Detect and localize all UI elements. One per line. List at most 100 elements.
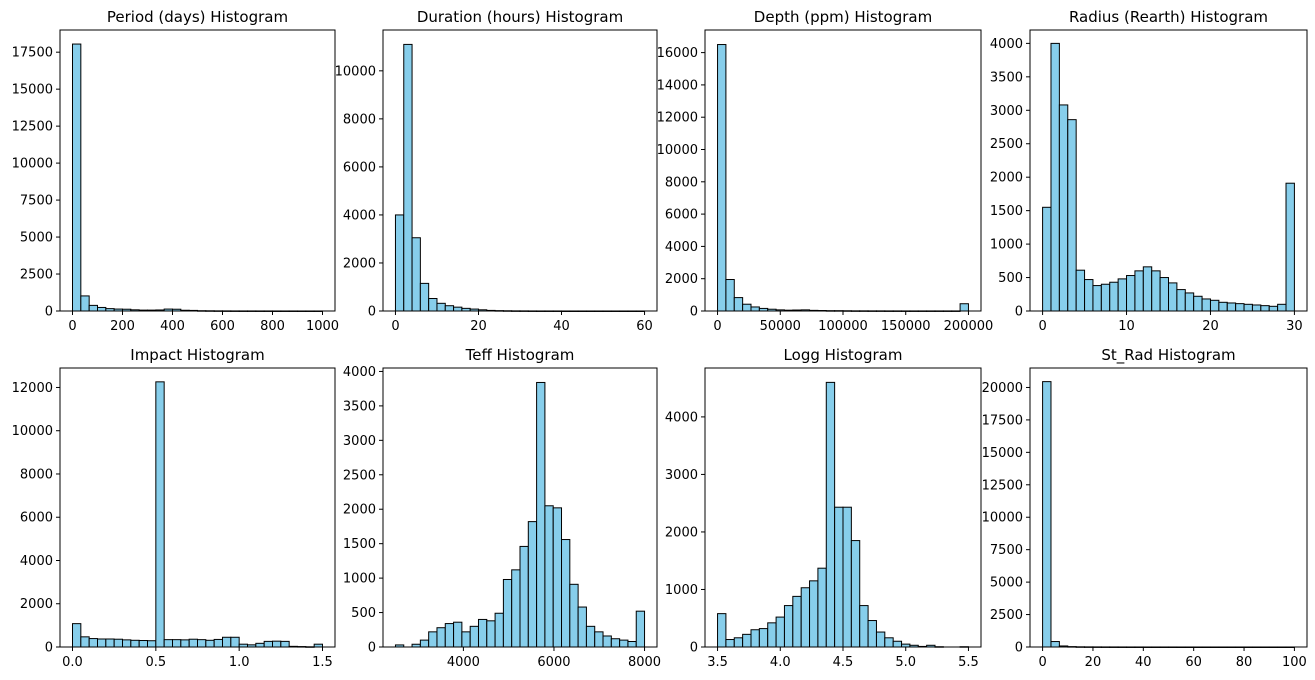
histogram-bar	[411, 237, 421, 312]
histogram-bar	[80, 295, 90, 312]
histogram-bar	[1184, 292, 1195, 312]
x-tick-label: 6000	[537, 655, 570, 670]
x-tick-label: 30	[1286, 319, 1303, 334]
histogram-bar	[222, 636, 232, 648]
x-tick-label: 5.0	[895, 655, 916, 670]
panel-title: Impact Histogram	[130, 346, 264, 364]
panel-title: Logg Histogram	[784, 346, 903, 364]
histogram-bar	[536, 381, 546, 648]
histogram-bar	[213, 638, 224, 648]
y-tick-label: 2500	[990, 608, 1023, 623]
y-tick-label: 6000	[343, 160, 376, 175]
histogram-panel-5: Impact Histogram 0.0 0.5 1.0 1.5 0 2000 4000 600…	[12, 346, 336, 670]
histogram-bar	[1042, 206, 1052, 312]
y-tick-label: 15000	[12, 83, 53, 98]
y-tick-label: 1500	[343, 537, 376, 552]
y-tick-label: 2000	[990, 171, 1023, 186]
histogram-bar	[800, 587, 811, 648]
y-tick-label: 12500	[12, 120, 53, 135]
histogram-bar	[1285, 182, 1295, 312]
histogram-bar	[959, 303, 969, 312]
histogram-bar	[138, 640, 149, 648]
histogram-bar	[511, 569, 521, 648]
panel-title: Period (days) Histogram	[107, 8, 288, 26]
histogram-bar	[717, 613, 727, 648]
x-tick-label: 100000	[818, 319, 868, 334]
histogram-bar	[733, 297, 744, 312]
y-tick-label: 0	[690, 641, 698, 656]
histogram-bar	[1243, 303, 1253, 312]
y-tick-label: 12000	[12, 381, 53, 396]
x-tick-label: 1.0	[229, 655, 250, 670]
histogram-bar	[147, 640, 157, 648]
histogram-bar	[1142, 266, 1153, 312]
histogram-bar	[850, 540, 861, 648]
y-tick-label: 2000	[665, 272, 698, 287]
histogram-bar	[428, 298, 438, 312]
y-tick-label: 0	[45, 305, 53, 320]
axes-frame	[1029, 29, 1308, 312]
histogram-bar	[255, 642, 265, 648]
histogram-bar	[817, 567, 827, 648]
y-tick-label: 4000	[343, 208, 376, 223]
y-tick-label: 10000	[335, 64, 376, 79]
y-tick-label: 10000	[12, 157, 53, 172]
panel-title: Teff Histogram	[465, 346, 575, 364]
histogram-bar	[569, 583, 579, 648]
histogram-bar	[486, 620, 496, 648]
histogram-bar	[552, 507, 563, 648]
histogram-bar	[1050, 42, 1060, 312]
histogram-bar	[809, 580, 819, 648]
x-tick-label: 3.5	[707, 655, 728, 670]
x-tick-label: 1000	[306, 319, 339, 334]
x-tick-label: 1.5	[312, 655, 333, 670]
histogram-bar	[180, 639, 190, 648]
histogram-bar	[717, 44, 727, 312]
x-tick-label: 200000	[944, 319, 994, 334]
y-tick-label: 10000	[12, 424, 53, 439]
histogram-bar	[453, 306, 463, 312]
histogram-bar	[825, 381, 836, 648]
histogram-bar	[1226, 302, 1237, 312]
histogram-bar	[428, 631, 438, 648]
histogram-bar	[263, 640, 273, 648]
histogram-bar	[1075, 269, 1086, 312]
histogram-panel-4: Radius (Rearth) Histogram 0 10 20 30 0 500 1000…	[990, 8, 1308, 334]
histogram-bar	[859, 605, 869, 648]
y-tick-label: 2000	[343, 256, 376, 271]
histogram-bar	[842, 506, 852, 648]
y-tick-label: 3000	[990, 104, 1023, 119]
y-tick-label: 3500	[990, 70, 1023, 85]
x-tick-label: 0	[391, 319, 399, 334]
histogram-bar	[792, 595, 802, 648]
y-tick-label: 17500	[12, 46, 53, 61]
y-tick-label: 14000	[657, 78, 698, 93]
y-tick-label: 2500	[20, 268, 53, 283]
axes-frame	[704, 29, 982, 312]
y-tick-label: 15000	[982, 446, 1023, 461]
y-tick-label: 0	[1015, 641, 1023, 656]
y-tick-label: 4000	[20, 554, 53, 569]
x-tick-label: 40	[553, 319, 570, 334]
histogram-bar	[544, 505, 554, 648]
histogram-panel-2: Duration (hours) Histogram 0 20 40 60 0 2000 40…	[335, 8, 658, 334]
histogram-bar	[1100, 283, 1111, 312]
histogram-bar	[610, 638, 621, 648]
x-tick-label: 40	[1135, 655, 1152, 670]
y-tick-label: 2000	[665, 525, 698, 540]
histogram-bar	[733, 637, 744, 648]
y-tick-label: 7500	[20, 194, 53, 209]
axes-frame	[1029, 367, 1308, 648]
histogram-bar	[1134, 270, 1144, 312]
y-tick-label: 17500	[982, 413, 1023, 428]
histogram-bar	[742, 303, 752, 312]
histogram-bar	[502, 578, 513, 648]
histogram-bar	[163, 639, 174, 648]
histogram-bar	[834, 506, 844, 648]
y-tick-label: 1000	[990, 238, 1023, 253]
histogram-bar	[627, 640, 637, 648]
histogram-bar	[205, 639, 215, 648]
histogram-bar	[594, 631, 604, 648]
y-tick-label: 6000	[665, 208, 698, 223]
